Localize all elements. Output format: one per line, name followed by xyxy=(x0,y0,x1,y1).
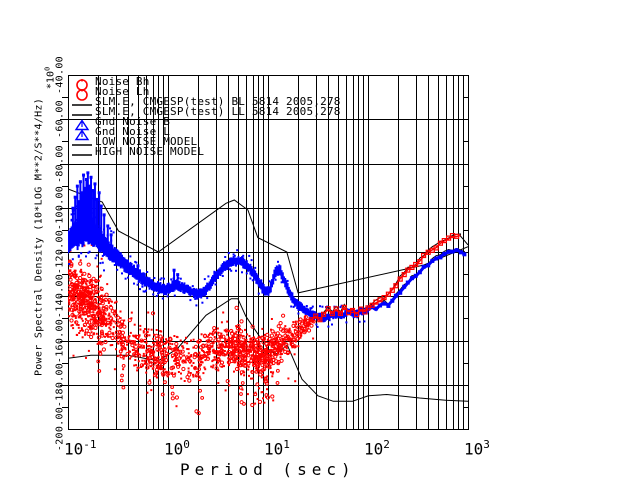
y-tick-label: -100.00 xyxy=(54,185,66,230)
legend-item: Noise Lh xyxy=(69,85,150,101)
black-line-icon xyxy=(69,96,95,108)
x-tick-label: 101 xyxy=(264,438,290,459)
y-tick-label: -80.00 xyxy=(54,144,66,183)
legend-label: Gnd Noise B xyxy=(95,115,171,128)
x-tick-label: 10-1 xyxy=(64,438,97,459)
y-axis-multiplier-exp: 0 xyxy=(43,66,52,72)
x-tick-label: 100 xyxy=(164,438,190,459)
legend-label: Noise Lh xyxy=(95,85,150,98)
y-tick-label: -180.00 xyxy=(54,362,66,407)
legend-item: HIGH NOISE MODEL xyxy=(69,146,204,158)
y-axis-label: Power Spectral Density (10*LOG M**2/S**4… xyxy=(33,97,45,377)
legend-label: HIGH NOISE MODEL xyxy=(95,145,205,158)
legend-item: Gnd Noise L xyxy=(69,125,171,141)
legend-item: Gnd Noise B xyxy=(69,115,171,131)
y-tick-label: -40.00 xyxy=(54,56,66,94)
black-line-icon xyxy=(69,106,95,118)
red-ring-icon xyxy=(69,86,95,101)
y-tick-label: -60.00 xyxy=(54,100,66,139)
x-axis-label: Period (sec) xyxy=(180,460,356,479)
x-tick-label: 102 xyxy=(364,438,390,459)
legend-item: LOW NOISE MODEL xyxy=(69,136,197,148)
legend-item: Noise Bh xyxy=(69,75,150,91)
y-tick-label: -160.00 xyxy=(54,318,66,363)
legend-item: SLM.E, CMGESP(test) LL 5814 2005,278 xyxy=(69,106,341,118)
legend-label: LOW NOISE MODEL xyxy=(95,135,198,148)
legend-label: SLM.E, CMGESP(test) BL 5814 2005,278 xyxy=(95,95,341,108)
legend-label: Gnd Noise L xyxy=(95,125,171,138)
legend-label: Noise Bh xyxy=(95,75,150,88)
black-line-icon xyxy=(69,146,95,158)
blue-triangle-icon xyxy=(69,126,95,141)
black-line-icon xyxy=(69,136,95,148)
legend-label: SLM.E, CMGESP(test) LL 5814 2005,278 xyxy=(95,105,341,118)
y-tick-label: -140.00 xyxy=(54,274,66,319)
y-tick-label: -120.00 xyxy=(54,229,66,275)
legend-item: SLM.E, CMGESP(test) BL 5814 2005,278 xyxy=(69,96,341,108)
data-series xyxy=(68,171,468,416)
x-tick-label: 103 xyxy=(464,438,490,459)
